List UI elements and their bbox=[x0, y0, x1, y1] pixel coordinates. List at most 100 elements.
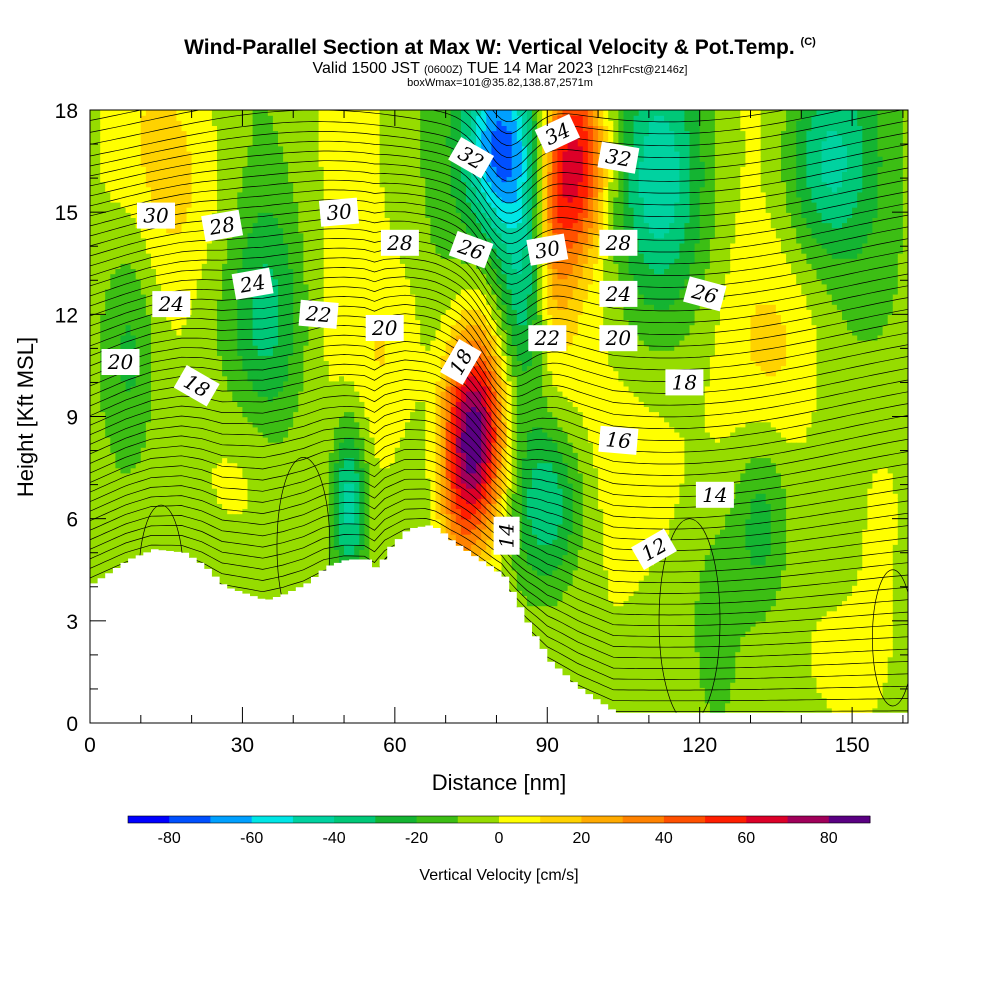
velocity-cell bbox=[237, 503, 244, 510]
velocity-cell bbox=[293, 140, 299, 147]
velocity-cell bbox=[145, 401, 152, 407]
velocity-cell bbox=[191, 191, 198, 198]
velocity-cell bbox=[125, 431, 132, 438]
velocity-cell bbox=[115, 539, 122, 545]
velocity-cell bbox=[257, 447, 264, 453]
velocity-cell bbox=[217, 482, 223, 489]
velocity-cell bbox=[222, 513, 228, 520]
velocity-cell bbox=[242, 396, 249, 402]
velocity-cell bbox=[247, 319, 254, 326]
velocity-cell bbox=[293, 482, 299, 489]
velocity-cell bbox=[283, 171, 289, 178]
velocity-cell bbox=[90, 462, 96, 469]
velocity-cell bbox=[232, 477, 239, 484]
velocity-cell bbox=[120, 181, 127, 188]
velocity-cell bbox=[125, 314, 132, 321]
velocity-cell bbox=[293, 385, 299, 392]
velocity-cell bbox=[161, 176, 167, 183]
velocity-cell bbox=[278, 442, 284, 448]
velocity-cell bbox=[272, 339, 279, 346]
velocity-cell bbox=[278, 411, 284, 418]
velocity-cell bbox=[176, 539, 183, 545]
velocity-cell bbox=[283, 360, 289, 367]
velocity-cell bbox=[161, 334, 167, 341]
velocity-cell bbox=[298, 564, 305, 571]
velocity-cell bbox=[156, 314, 162, 321]
velocity-cell bbox=[237, 564, 244, 571]
velocity-cell bbox=[288, 421, 294, 428]
velocity-cell bbox=[95, 135, 101, 142]
velocity-cell bbox=[278, 227, 284, 234]
velocity-cell bbox=[125, 227, 132, 234]
velocity-cell bbox=[115, 339, 122, 346]
velocity-cell bbox=[222, 258, 228, 264]
velocity-cell bbox=[100, 554, 106, 561]
velocity-cell bbox=[232, 554, 239, 561]
velocity-cell bbox=[232, 462, 239, 469]
velocity-cell bbox=[181, 549, 188, 556]
velocity-cell bbox=[247, 416, 254, 423]
velocity-cell bbox=[211, 150, 218, 157]
velocity-cell bbox=[181, 130, 188, 137]
velocity-cell bbox=[130, 375, 137, 382]
velocity-cell bbox=[145, 503, 152, 510]
velocity-cell bbox=[95, 380, 101, 387]
velocity-cell bbox=[105, 391, 111, 397]
velocity-cell bbox=[171, 426, 178, 433]
velocity-cell bbox=[288, 345, 294, 351]
velocity-cell bbox=[267, 554, 274, 561]
velocity-cell bbox=[115, 482, 122, 489]
velocity-cell bbox=[252, 309, 259, 315]
velocity-cell bbox=[166, 314, 172, 321]
velocity-cell bbox=[140, 263, 147, 269]
velocity-cell bbox=[125, 140, 132, 147]
velocity-cell bbox=[151, 488, 157, 494]
velocity-cell bbox=[176, 115, 183, 121]
velocity-cell bbox=[145, 237, 152, 244]
velocity-cell bbox=[272, 585, 279, 591]
velocity-cell bbox=[151, 242, 157, 249]
velocity-cell bbox=[288, 253, 294, 259]
velocity-cell bbox=[140, 462, 147, 469]
velocity-cell bbox=[130, 539, 137, 545]
velocity-cell bbox=[151, 130, 157, 137]
velocity-cell bbox=[120, 288, 127, 295]
velocity-cell bbox=[278, 329, 284, 336]
velocity-cell bbox=[100, 181, 106, 188]
velocity-cell bbox=[217, 125, 223, 132]
velocity-cell bbox=[100, 508, 106, 515]
velocity-cell bbox=[283, 145, 289, 152]
velocity-cell bbox=[100, 385, 106, 392]
velocity-cell bbox=[130, 237, 137, 244]
velocity-cell bbox=[211, 564, 218, 571]
velocity-cell bbox=[232, 365, 239, 372]
velocity-cell bbox=[227, 350, 233, 356]
velocity-cell bbox=[130, 426, 137, 433]
velocity-cell bbox=[267, 120, 274, 126]
velocity-cell bbox=[288, 120, 294, 126]
velocity-cell bbox=[161, 120, 167, 126]
velocity-cell bbox=[232, 585, 239, 591]
velocity-cell bbox=[100, 421, 106, 428]
velocity-cell bbox=[115, 304, 122, 310]
velocity-cell bbox=[115, 329, 122, 336]
velocity-cell bbox=[90, 293, 96, 300]
velocity-cell bbox=[191, 447, 198, 453]
velocity-cell bbox=[222, 355, 228, 361]
velocity-cell bbox=[151, 539, 157, 545]
velocity-cell bbox=[166, 472, 172, 479]
velocity-cell bbox=[293, 401, 299, 407]
velocity-cell bbox=[135, 125, 142, 132]
velocity-cell bbox=[201, 472, 208, 479]
velocity-cell bbox=[120, 467, 127, 474]
velocity-cell bbox=[217, 120, 223, 126]
velocity-cell bbox=[227, 360, 233, 367]
velocity-cell bbox=[267, 319, 274, 326]
velocity-cell bbox=[100, 544, 106, 550]
velocity-cell bbox=[166, 477, 172, 484]
velocity-cell bbox=[242, 564, 249, 571]
velocity-cell bbox=[237, 253, 244, 259]
velocity-cell bbox=[272, 166, 279, 172]
velocity-cell bbox=[110, 534, 117, 540]
